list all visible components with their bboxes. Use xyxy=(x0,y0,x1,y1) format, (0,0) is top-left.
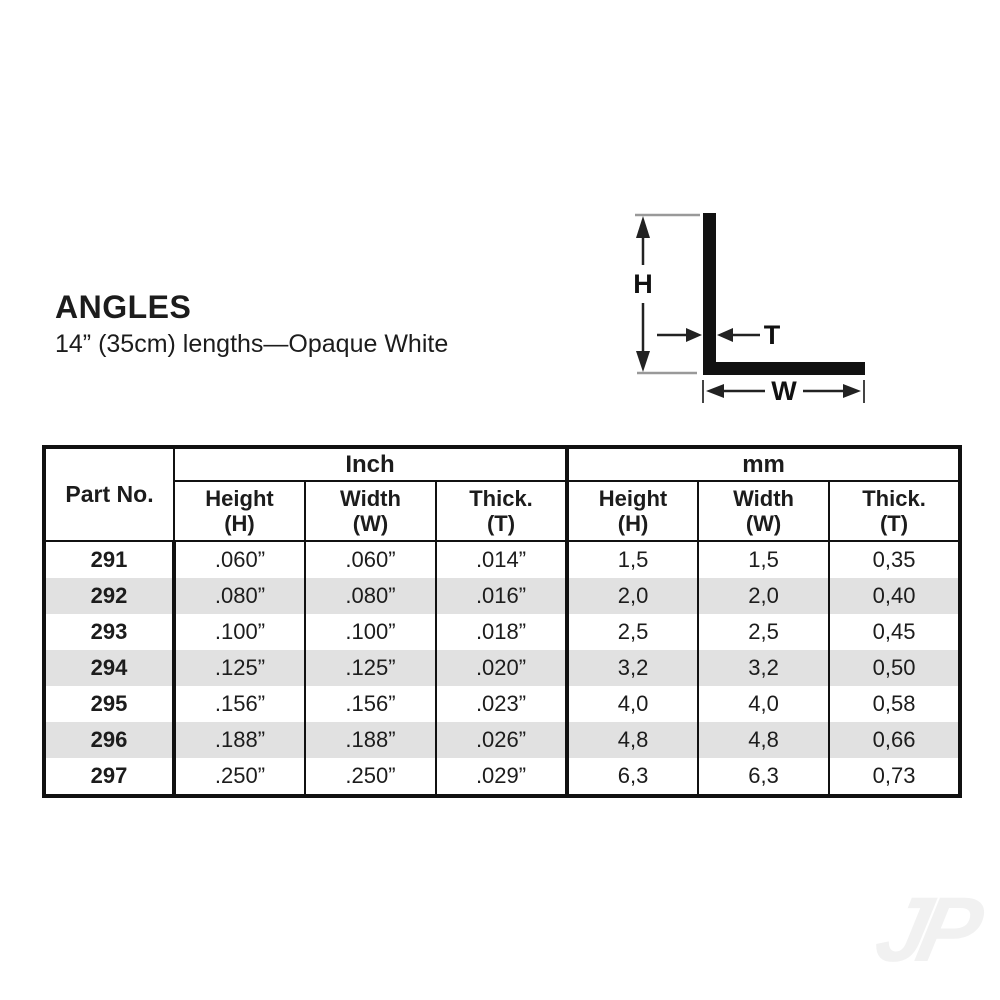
col-header-mm-width: Width (W) xyxy=(697,480,831,542)
page-title: ANGLES xyxy=(55,289,192,325)
group-header-inch: Inch xyxy=(172,446,570,482)
value-cell: .080” xyxy=(173,578,306,614)
value-cell: 0,35 xyxy=(828,541,962,578)
col-header-line1: Thick. xyxy=(862,485,926,511)
table-row-293: 293 .100” .100” .018” 2,5 2,5 0,45 xyxy=(43,614,962,650)
value-cell: 4,0 xyxy=(697,686,831,722)
value-cell: .156” xyxy=(304,686,437,722)
value-cell: .060” xyxy=(304,541,437,578)
col-header-line1: Width xyxy=(733,485,794,511)
col-header-line1: Height xyxy=(205,485,274,511)
value-cell: .029” xyxy=(434,758,570,796)
col-header-line2: (W) xyxy=(352,511,389,536)
table-row-296: 296 .188” .188” .026” 4,8 4,8 0,66 xyxy=(43,722,962,758)
value-cell: .014” xyxy=(434,541,570,578)
value-cell: .026” xyxy=(434,722,570,758)
col-header-line2: (W) xyxy=(745,511,782,536)
table-row-295: 295 .156” .156” .023” 4,0 4,0 0,58 xyxy=(43,686,962,722)
value-cell: 0,50 xyxy=(828,650,962,686)
value-cell: 0,73 xyxy=(828,758,962,796)
value-cell: 0,45 xyxy=(828,614,962,650)
value-cell: .156” xyxy=(173,686,306,722)
value-cell: .100” xyxy=(304,614,437,650)
col-header-mm-thick: Thick. (T) xyxy=(828,480,962,542)
part-no-cell: 296 xyxy=(43,722,176,758)
col-header-inch-width: Width (W) xyxy=(304,480,437,542)
value-cell: 1,5 xyxy=(566,541,700,578)
value-cell: 4,0 xyxy=(566,686,700,722)
value-cell: 1,5 xyxy=(697,541,831,578)
table-row-292: 292 .080” .080” .016” 2,0 2,0 0,40 xyxy=(43,578,962,614)
col-header-line1: Width xyxy=(340,485,401,511)
value-cell: .100” xyxy=(173,614,306,650)
col-header-inch-height: Height (H) xyxy=(173,480,306,542)
value-cell: 3,2 xyxy=(566,650,700,686)
part-no-cell: 292 xyxy=(43,578,176,614)
h-arrowhead-up xyxy=(636,216,650,238)
value-cell: 6,3 xyxy=(697,758,831,796)
value-cell: .080” xyxy=(304,578,437,614)
value-cell: 0,58 xyxy=(828,686,962,722)
col-header-mm-height: Height (H) xyxy=(566,480,700,542)
value-cell: 2,5 xyxy=(697,614,831,650)
angles-spec-table: Part No. Inch mm Height (H) Width (W) Th… xyxy=(42,445,963,798)
w-arrowhead-left xyxy=(706,384,724,398)
value-cell: 6,3 xyxy=(566,758,700,796)
table-row-291: 291 .060” .060” .014” 1,5 1,5 0,35 xyxy=(43,541,962,578)
value-cell: .188” xyxy=(173,722,306,758)
value-cell: .060” xyxy=(173,541,306,578)
table-row-297: 297 .250” .250” .029” 6,3 6,3 0,73 xyxy=(43,758,962,796)
group-header-mm: mm xyxy=(566,446,962,482)
part-no-cell: 295 xyxy=(43,686,176,722)
col-header-inch-thick: Thick. (T) xyxy=(434,480,570,542)
value-cell: .023” xyxy=(434,686,570,722)
title-block: ANGLES 14” (35cm) lengths—Opaque White xyxy=(55,291,448,357)
part-no-cell: 291 xyxy=(43,541,176,578)
h-arrowhead-down xyxy=(636,351,650,372)
value-cell: 2,0 xyxy=(697,578,831,614)
col-header-line2: (T) xyxy=(486,511,516,536)
page-subtitle: 14” (35cm) lengths—Opaque White xyxy=(55,330,449,358)
col-header-line2: (T) xyxy=(879,511,909,536)
value-cell: .020” xyxy=(434,650,570,686)
col-header-line2: (H) xyxy=(617,511,649,536)
table-row-294: 294 .125” .125” .020” 3,2 3,2 0,50 xyxy=(43,650,962,686)
value-cell: 0,66 xyxy=(828,722,962,758)
value-cell: .188” xyxy=(304,722,437,758)
col-header-line2: (H) xyxy=(224,511,255,536)
col-header-line1: Thick. xyxy=(469,485,533,511)
col-header-line1: Height xyxy=(598,485,668,511)
part-no-cell: 294 xyxy=(43,650,176,686)
value-cell: .125” xyxy=(304,650,437,686)
part-no-cell: 293 xyxy=(43,614,176,650)
value-cell: .018” xyxy=(434,614,570,650)
value-cell: 4,8 xyxy=(697,722,831,758)
value-cell: 0,40 xyxy=(828,578,962,614)
value-cell: 2,0 xyxy=(566,578,700,614)
value-cell: .250” xyxy=(304,758,437,796)
part-no-cell: 297 xyxy=(43,758,176,796)
w-arrowhead-right xyxy=(843,384,861,398)
value-cell: 4,8 xyxy=(566,722,700,758)
value-cell: .125” xyxy=(173,650,306,686)
jp-watermark-logo: JP xyxy=(867,879,982,981)
angle-profile-diagram: H T W xyxy=(633,213,865,406)
dimension-w-label: W xyxy=(771,376,797,406)
value-cell: 2,5 xyxy=(566,614,700,650)
table-group-header-row: Part No. Inch mm xyxy=(43,446,962,542)
dimension-t-label: T xyxy=(764,320,781,350)
dimension-h-label: H xyxy=(633,269,653,299)
value-cell: .016” xyxy=(434,578,570,614)
value-cell: 3,2 xyxy=(697,650,831,686)
table-column-header-row: Height (H) Width (W) Thick. (T) Height (… xyxy=(44,480,962,542)
t-arrowhead-left xyxy=(717,328,733,342)
angle-profile-vertical-leg xyxy=(703,213,716,375)
t-arrowhead-right xyxy=(686,328,702,342)
angle-profile-horizontal-leg xyxy=(703,362,865,375)
part-no-header: Part No. xyxy=(43,446,175,542)
value-cell: .250” xyxy=(173,758,306,796)
